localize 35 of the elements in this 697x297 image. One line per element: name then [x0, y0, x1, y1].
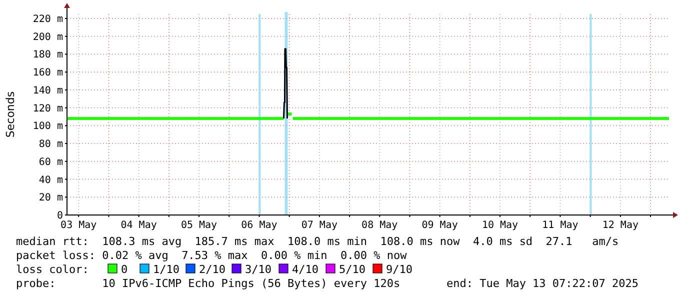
- legend-label: 2/10: [199, 263, 226, 276]
- legend-label: 4/10: [292, 263, 318, 276]
- x-tick-label: 05 May: [180, 220, 218, 231]
- y-tick-label: 0: [56, 210, 63, 222]
- legend-label: 1/10: [153, 263, 180, 276]
- x-tick-label: 12 May: [602, 220, 638, 231]
- x-tick-label: 10 May: [482, 220, 518, 231]
- text: median rtt: 108.3 ms avg 185.7 ms max 108.0 ms min 108.0 ms now 4.0 ms sd 27.1 am/s: [16, 235, 619, 248]
- y-tick-label: 200 m: [32, 32, 63, 43]
- legend-title: loss color:: [16, 263, 89, 276]
- y-tick-label: 100 m: [32, 121, 63, 132]
- x-tick-label: 03 May: [60, 220, 97, 231]
- y-tick-label: 80 m: [38, 139, 63, 150]
- y-tick-label: 20 m: [38, 192, 63, 204]
- text: probe: 10 IPv6-ICMP Echo Pings (56 Bytes) every 120s end: Tue May 13 07:22:07 2025: [16, 277, 639, 290]
- x-tick-label: 07 May: [301, 220, 338, 231]
- x-tick-label: 04 May: [120, 220, 157, 231]
- y-tick-label: 160 m: [32, 68, 63, 79]
- legend-label: 3/10: [245, 263, 272, 276]
- y-tick-label: 220 m: [32, 14, 63, 25]
- legend-label: 9/10: [386, 263, 412, 276]
- y-tick-label: 180 m: [32, 50, 63, 61]
- y-axis-title: Seconds: [4, 91, 17, 138]
- y-tick-label: 40 m: [38, 174, 63, 186]
- x-tick-label: 11 May: [542, 220, 578, 231]
- y-tick-label: 60 m: [38, 156, 63, 168]
- line-series: [282, 48, 288, 120]
- legend-label: 0: [121, 263, 128, 276]
- text: packet loss: 0.02 % avg 7.53 % max 0.00 % min 0.00 % now: [16, 249, 408, 262]
- x-tick-label: 08 May: [362, 220, 398, 231]
- x-tick-label: 06 May: [241, 220, 278, 231]
- x-tick-label: 09 May: [422, 220, 458, 231]
- y-tick-label: 140 m: [32, 85, 63, 96]
- legend-label: 5/10: [339, 263, 366, 276]
- y-tick-label: 120 m: [32, 103, 63, 114]
